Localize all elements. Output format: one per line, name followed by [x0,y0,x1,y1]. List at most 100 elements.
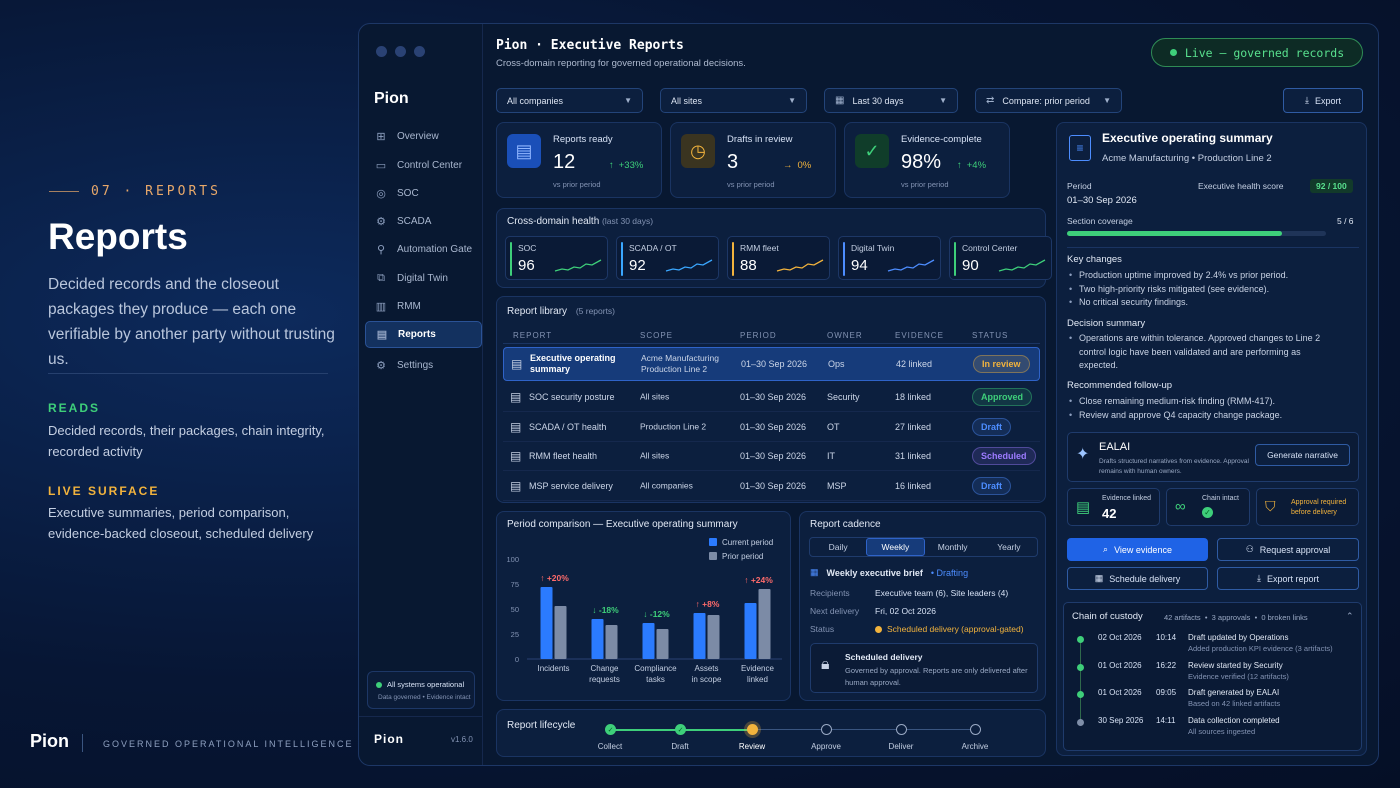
health-accent [510,242,512,276]
company-select[interactable]: All companies ▼ [496,88,643,113]
server-icon: ▥ [375,301,387,313]
step-done-icon: ✓ [605,724,616,735]
summary-title: Executive operating summary [1102,131,1273,145]
table-row[interactable]: ▤ MSP service delivery All companies 01–30 … [503,472,1040,501]
bar[interactable] [540,587,553,659]
page-description: Decided records and the closeout package… [48,276,335,368]
bar[interactable] [554,606,567,659]
sidebar-item-overview[interactable]: ⊞ Overview [365,123,482,150]
bar[interactable] [591,619,604,659]
sidebar-item-control-center[interactable]: ▭ Control Center [365,152,482,179]
sidebar-item-label: Control Center [397,160,463,171]
next-delivery-label: Next delivery [810,606,860,616]
cadence-tabs: Daily Weekly Monthly Yearly [809,537,1038,557]
health-card[interactable]: RMM fleet 88 [727,236,830,280]
lifecycle-step: Draft [671,742,689,751]
event-sub: Based on 42 linked artifacts [1188,699,1281,708]
window-dot[interactable] [414,46,425,57]
sidebar-item-label: Settings [397,360,434,371]
bar[interactable] [642,623,655,659]
export-report-button[interactable]: ⤓ Export report [1217,567,1359,590]
generate-narrative-button[interactable]: Generate narrative [1255,444,1350,466]
event-title: Draft generated by EALAI [1188,688,1280,697]
check-icon: ✓ [1202,507,1213,518]
approval-required-card: ⛉ Approval required before delivery [1256,488,1359,526]
column-header: REPORT [513,331,553,340]
document-icon: ▤ [1076,499,1091,516]
lifecycle-step: Archive [961,742,989,751]
y-tick-label: 0 [515,655,519,664]
bar[interactable] [758,589,771,659]
sidebar-item-label: Reports [398,329,436,340]
trend-arrow-icon: ↑ [609,160,614,171]
y-tick-label: 25 [511,630,519,639]
compare-select[interactable]: ⇄ Compare: prior period ▼ [975,88,1122,113]
kpi-card: ▤ Reports ready 12 ↑ +33% vs prior period [496,122,662,198]
column-header: STATUS [972,331,1009,340]
table-row[interactable]: ▤ Executive operating summary Acme Manufac… [503,347,1040,381]
table-row[interactable]: ▤ SOC security posture All sites 01–30 Sep … [503,383,1040,412]
report-evidence: 27 linked [895,422,932,432]
bar[interactable] [693,613,706,659]
bar[interactable] [744,603,757,659]
range-select[interactable]: ▦ Last 30 days ▼ [824,88,958,113]
sidebar-item-label: SCADA [397,216,432,227]
report-name: Executive operating summary [530,353,616,374]
event-title: Review started by Security [1188,660,1283,670]
lock-icon: 🔒︎ [821,656,830,673]
report-owner: IT [827,451,835,461]
tab-monthly[interactable]: Monthly [937,542,968,552]
kpi-card: ✓ Evidence-complete 98% ↑ +4% vs prior period [844,122,1010,198]
health-card[interactable]: Digital Twin 94 [838,236,941,280]
window-dot[interactable] [376,46,387,57]
sidebar-item-settings[interactable]: ⚙ Settings [365,352,482,379]
legend-label: Prior period [722,552,763,561]
sidebar-item-rmm[interactable]: ▥ RMM [365,293,482,320]
tab-yearly[interactable]: Yearly [997,542,1021,552]
data-label: ↑ +20% [540,573,569,583]
x-tick-label: linked [747,675,768,684]
bullet-item: Two high-priority risks mitigated (see e… [1067,283,1357,297]
sidebar-item-scada[interactable]: ⚙ SCADA [365,208,482,235]
tab-weekly[interactable]: Weekly [866,538,925,556]
health-score-badge: 92 / 100 [1310,179,1353,193]
chevron-down-icon: ▼ [788,96,796,105]
view-evidence-button[interactable]: ⌕ View evidence [1067,538,1208,561]
summary-line: Production Line 2 [1197,153,1272,164]
gear-icon: ⚙ [376,216,386,228]
chain-of-custody: Chain of custody 42 artifacts • 3 approv… [1063,602,1362,751]
brand-tagline: GOVERNED OPERATIONAL INTELLIGENCE [103,739,354,749]
report-library: Report library (5 reports) REPORT SCOPE PE… [496,296,1046,503]
sparkline [776,259,824,272]
table-row[interactable]: ▤ SCADA / OT health Production Line 2 01–30… [503,413,1040,442]
bullet-item: Operations are within tolerance. Approve… [1067,332,1322,373]
sidebar-item-soc[interactable]: ◎ SOC [365,180,482,207]
sidebar-item-automation-gate[interactable]: ⚲ Automation Gate [365,236,482,263]
health-value: 92 [629,257,646,274]
request-approval-button[interactable]: ⚇ Request approval [1217,538,1359,561]
health-card[interactable]: SOC 96 [505,236,608,280]
table-row[interactable]: ▤ RMM fleet health All sites 01–30 Sep 2026… [503,442,1040,471]
event-time: 16:22 [1156,660,1177,670]
report-name: SOC security posture [529,392,615,402]
site-select[interactable]: All sites ▼ [660,88,807,113]
library-count: (5 reports) [575,306,616,316]
export-button[interactable]: ⤓ Export [1283,88,1363,113]
bar[interactable] [707,615,720,659]
health-card[interactable]: SCADA / OT 92 [616,236,719,280]
bar[interactable] [605,625,618,659]
bullet-item: Production uptime improved by 2.4% vs pr… [1067,269,1357,283]
sidebar-item-reports[interactable]: ▤ Reports [365,321,482,348]
health-card[interactable]: Control Center 90 [949,236,1052,280]
health-value: 88 [740,257,757,274]
bar[interactable] [656,629,669,659]
window-dot[interactable] [395,46,406,57]
shield-alert-icon: ⛉ [1265,498,1276,514]
tab-daily[interactable]: Daily [828,542,848,552]
app-window: Pion ⊞ Overview ▭ Control Center ◎ SOC ⚙ SCADA ⚲… [358,23,1379,766]
kpi-delta: ↑ +33% [609,160,643,171]
sidebar-item-digital-twin[interactable]: ⧉ Digital Twin [365,265,482,292]
schedule-delivery-button[interactable]: ▦ Schedule delivery [1067,567,1208,590]
collapse-icon[interactable]: ⌃ [1346,611,1354,621]
x-tick-label: Change [590,664,619,673]
